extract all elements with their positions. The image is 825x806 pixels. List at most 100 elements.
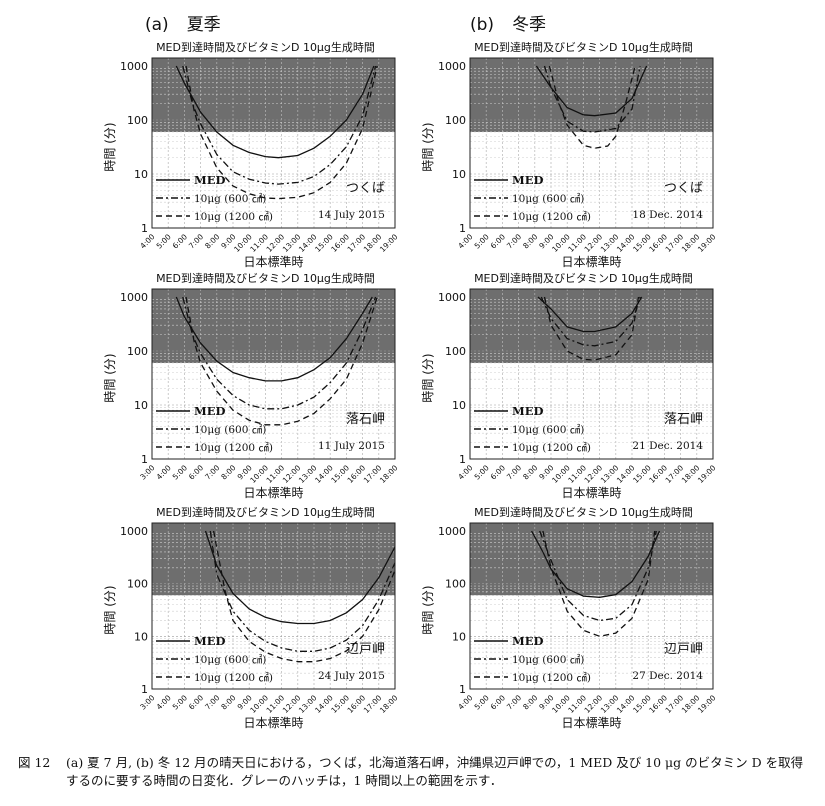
plot-frame <box>469 522 714 690</box>
caption-text: (a) 夏 7 月, (b) 冬 12 月の晴天日における，つくば，北海道落石岬… <box>66 755 804 788</box>
grid <box>151 523 396 690</box>
legend: MED 10μg (600 ㎠) 10μg (1200 ㎠) <box>474 634 591 684</box>
legend-label: MED <box>194 173 225 187</box>
hatch-region <box>152 523 395 596</box>
y-tick-label: 100 <box>445 114 466 127</box>
x-tick-label: 5:00 <box>473 693 491 711</box>
x-tick-label: 5:00 <box>155 232 173 250</box>
y-tick-label: 1 <box>141 453 148 466</box>
y-tick-label: 10 <box>134 399 148 412</box>
x-tick-label: 7:00 <box>187 232 205 250</box>
x-tick-label: 4:00 <box>155 463 173 481</box>
y-tick-label: 1 <box>459 683 466 696</box>
chart-title: MED到達時間及びビタミンD 10μg生成時間 <box>156 40 375 54</box>
legend: MED 10μg (600 ㎠) 10μg (1200 ㎠) <box>156 173 273 223</box>
y-axis-label: 時間 (分) <box>421 585 435 634</box>
hatch-region <box>470 58 713 132</box>
x-tick-label: 8:00 <box>203 232 221 250</box>
legend-label: 10μg (1200 ㎠) <box>194 672 273 684</box>
legend-label: 10μg (600 ㎠) <box>512 193 584 205</box>
plot-frame <box>469 57 714 229</box>
x-axis-label: 日本標準時 <box>561 715 621 730</box>
series-line-1 <box>535 65 648 117</box>
x-tick-label: 19:00 <box>696 232 718 254</box>
legend-label: 10μg (1200 ㎠) <box>194 211 273 223</box>
hatch-region <box>470 523 713 596</box>
y-tick-label: 10 <box>452 630 466 643</box>
y-tick-label: 100 <box>127 578 148 591</box>
x-tick-label: 19:00 <box>696 693 718 715</box>
x-tick-label: 18:00 <box>378 693 400 715</box>
x-tick-label: 7:00 <box>505 463 523 481</box>
y-tick-label: 10 <box>134 630 148 643</box>
series-line-1 <box>204 530 395 625</box>
caption-number: 図 12 <box>18 755 51 770</box>
date-label: 27 Dec. 2014 <box>632 670 703 682</box>
legend: MED 10μg (600 ㎠) 10μg (1200 ㎠) <box>156 634 273 684</box>
legend-label: 10μg (600 ㎠) <box>194 193 266 205</box>
y-tick-label: 10 <box>134 168 148 181</box>
date-label: 11 July 2015 <box>318 440 385 452</box>
chart-title: MED到達時間及びビタミンD 10μg生成時間 <box>156 505 375 519</box>
x-tick-label: 6:00 <box>187 463 205 481</box>
series-line-3 <box>543 296 640 361</box>
x-tick-label: 6:00 <box>171 232 189 250</box>
series-line-1 <box>537 296 643 333</box>
series-line-3 <box>185 65 378 200</box>
column-tag: (a) <box>145 15 169 35</box>
x-tick-label: 7:00 <box>505 693 523 711</box>
y-tick-label: 100 <box>445 578 466 591</box>
x-tick-label: 8:00 <box>219 463 237 481</box>
column-header-winter: (b) 冬季 <box>470 10 546 35</box>
y-tick-label: 1000 <box>120 291 148 304</box>
chart-panel-5: 11010010003:004:005:006:007:008:009:0010… <box>103 505 400 730</box>
y-tick-label: 100 <box>127 114 148 127</box>
x-tick-label: 6:00 <box>489 232 507 250</box>
date-label: 14 July 2015 <box>318 209 385 221</box>
x-axis-label: 日本標準時 <box>243 715 303 730</box>
legend-label: 10μg (1200 ㎠) <box>194 442 273 454</box>
column-header-summer: (a) 夏季 <box>145 10 221 35</box>
series-line-2 <box>182 65 377 185</box>
plot-frame <box>151 288 396 460</box>
column-label: 冬季 <box>512 15 547 35</box>
hatch-region <box>470 289 713 363</box>
x-axis-label: 日本標準時 <box>561 254 621 269</box>
hatch-region <box>152 289 395 363</box>
x-tick-label: 5:00 <box>473 463 491 481</box>
legend-label: 10μg (600 ㎠) <box>512 424 584 436</box>
series-line-1 <box>175 296 373 382</box>
y-tick-label: 1000 <box>438 291 466 304</box>
chart-grid: 11010010004:005:006:007:008:009:0010:001… <box>103 40 718 730</box>
legend-label: MED <box>512 404 543 418</box>
series-line-2 <box>209 530 395 652</box>
x-tick-label: 6:00 <box>489 463 507 481</box>
column-label: 夏季 <box>186 15 221 35</box>
y-tick-label: 1000 <box>120 525 148 538</box>
chart-title: MED到達時間及びビタミンD 10μg生成時間 <box>474 271 693 285</box>
y-axis-label: 時間 (分) <box>421 122 435 171</box>
chart-title: MED到達時間及びビタミンD 10μg生成時間 <box>474 505 693 519</box>
legend-label: 10μg (1200 ㎠) <box>512 211 591 223</box>
x-tick-label: 5:00 <box>473 232 491 250</box>
legend: MED 10μg (600 ㎠) 10μg (1200 ㎠) <box>474 173 591 223</box>
y-tick-label: 1 <box>459 453 466 466</box>
y-tick-label: 10 <box>452 399 466 412</box>
location-label: 辺戸岬 <box>664 642 703 657</box>
legend-label: MED <box>512 173 543 187</box>
column-tag: (b) <box>470 15 495 35</box>
chart-title: MED到達時間及びビタミンD 10μg生成時間 <box>474 40 693 54</box>
series-line-1 <box>531 530 661 598</box>
grid <box>469 58 714 229</box>
legend: MED 10μg (600 ㎠) 10μg (1200 ㎠) <box>474 404 591 454</box>
x-tick-label: 18:00 <box>378 463 400 485</box>
y-tick-label: 1 <box>141 683 148 696</box>
x-tick-label: 7:00 <box>505 232 523 250</box>
grid <box>151 58 396 229</box>
x-tick-label: 6:00 <box>489 693 507 711</box>
location-label: 辺戸岬 <box>346 642 385 657</box>
grid <box>469 523 714 690</box>
series-line-2 <box>182 296 377 410</box>
y-axis-label: 時間 (分) <box>103 585 117 634</box>
chart-panel-2: 11010010004:005:006:007:008:009:0010:001… <box>421 40 718 269</box>
